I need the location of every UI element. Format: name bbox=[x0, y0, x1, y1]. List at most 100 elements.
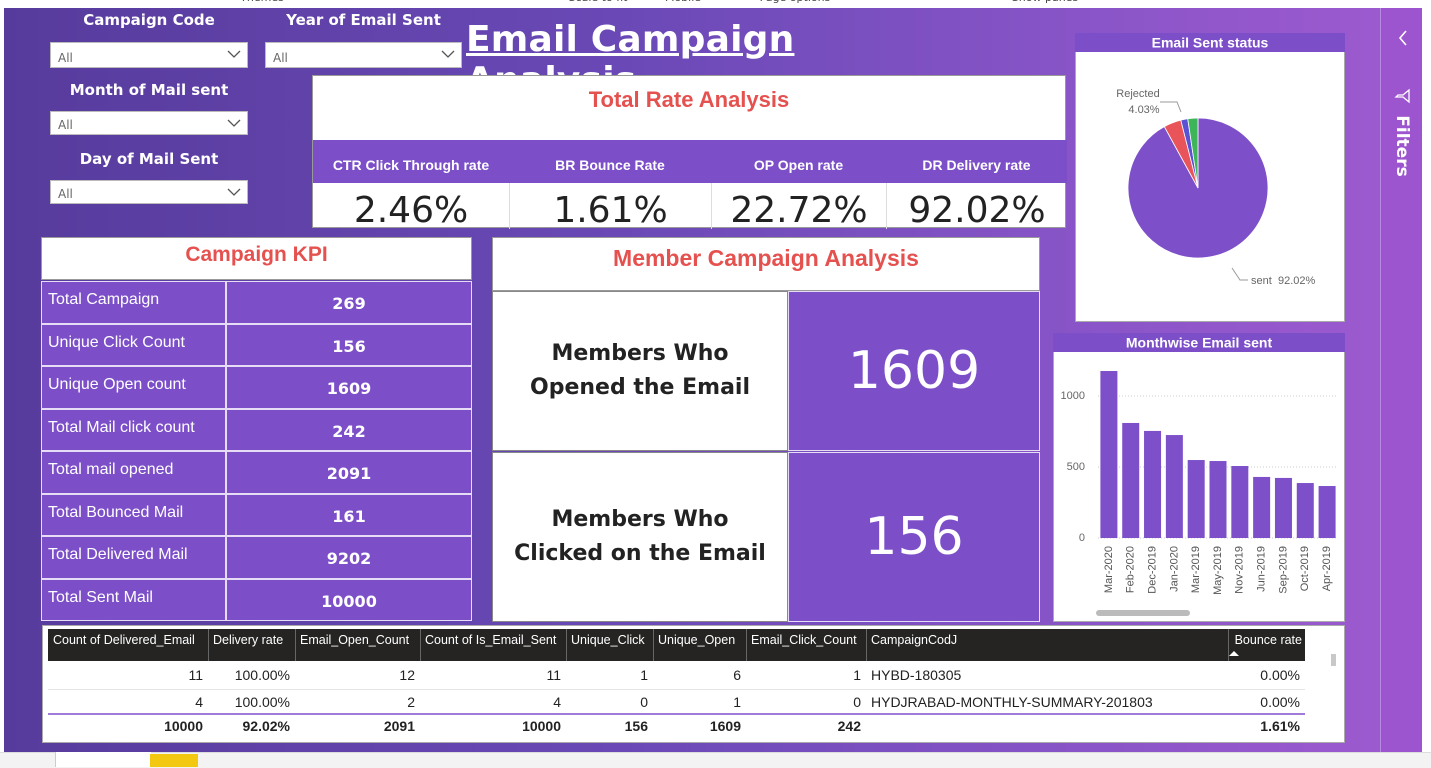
sidebar-icons bbox=[1394, 30, 1410, 104]
table-header[interactable]: Unique_Click bbox=[571, 633, 645, 647]
kpi-value: 10000 bbox=[226, 578, 472, 621]
kpi-value: 242 bbox=[226, 408, 472, 451]
table-total-cell: 2091 bbox=[383, 718, 415, 734]
kpi-label: Total Mail click count bbox=[41, 408, 226, 451]
kpi-label: Total Bounced Mail bbox=[41, 493, 226, 536]
kpi-value: 9202 bbox=[226, 536, 472, 579]
table-header-bg bbox=[48, 629, 1305, 661]
kpi-label: Total mail opened bbox=[41, 451, 226, 494]
kpi-value: 1609 bbox=[226, 366, 472, 409]
toolbar-item[interactable]: Scale to fit bbox=[558, 0, 638, 4]
filter-value[interactable]: All bbox=[58, 187, 73, 201]
rate-panel: Total Rate Analysis CTR Click Through rat… bbox=[312, 75, 1067, 231]
member-label: Members Who Clicked on the Email bbox=[492, 452, 788, 622]
filter-dropdown[interactable]: All bbox=[50, 180, 248, 204]
table-cell: 0.00% bbox=[1260, 694, 1300, 710]
member-value: 1609 bbox=[788, 291, 1040, 451]
table-cell: HYDJRABAD-MONTHLY-SUMMARY-201803 bbox=[871, 694, 1153, 710]
table-col-sep bbox=[420, 629, 421, 661]
table-col-sep bbox=[746, 629, 747, 661]
table-col-sep bbox=[295, 629, 296, 661]
rate-label: OP Open rate bbox=[711, 140, 886, 183]
total-sep bbox=[48, 713, 1305, 715]
rate-panel-title: Total Rate Analysis bbox=[588, 87, 790, 112]
kpi-label: Unique Click Count bbox=[41, 323, 226, 366]
table-total-cell: 10000 bbox=[522, 718, 561, 734]
filter-dropdown[interactable]: All bbox=[50, 111, 248, 135]
table-cell: 100.00% bbox=[234, 667, 290, 683]
member-label: Members Who Opened the Email bbox=[492, 291, 788, 451]
table-scrollbar[interactable] bbox=[1331, 654, 1336, 666]
member-label-text: Members Who Opened the Email bbox=[530, 341, 750, 400]
table-header[interactable]: CampaignCodJ bbox=[871, 633, 958, 647]
filters-label[interactable]: Filters bbox=[1392, 115, 1412, 177]
pie-panel bbox=[1075, 33, 1345, 322]
table-header[interactable]: Email_Click_Count bbox=[751, 633, 857, 647]
table-cell: 2 bbox=[407, 694, 415, 710]
table-header[interactable]: Bounce rate bbox=[1234, 633, 1302, 647]
table-col-sep bbox=[1228, 629, 1229, 661]
filter-value[interactable]: All bbox=[273, 51, 288, 65]
filter-dropdown[interactable]: All bbox=[50, 42, 248, 68]
sort-icon[interactable] bbox=[1228, 649, 1240, 657]
filter-dropdown[interactable]: All bbox=[265, 42, 462, 68]
kpi-value: 269 bbox=[226, 281, 472, 324]
dropdown-chevron[interactable] bbox=[441, 49, 455, 59]
toolbar-item[interactable]: Themes bbox=[222, 0, 302, 4]
table-cell: 0 bbox=[640, 694, 648, 710]
page-tab-active[interactable] bbox=[150, 754, 198, 767]
table-cell: 1 bbox=[733, 694, 741, 710]
toolbar-item[interactable]: Page options bbox=[755, 0, 835, 4]
page-tab[interactable] bbox=[55, 752, 151, 767]
filter-label: Campaign Code bbox=[83, 11, 215, 29]
filter-label: Month of Mail sent bbox=[69, 81, 229, 99]
rate-value: 1.61% bbox=[509, 183, 711, 231]
table-col-sep bbox=[866, 629, 867, 661]
member-label-text: Members Who Clicked on the Email bbox=[514, 507, 766, 566]
page-tabs-bar bbox=[0, 752, 1431, 768]
filter-value[interactable]: All bbox=[58, 118, 73, 132]
kpi-label: Total Sent Mail bbox=[41, 578, 226, 621]
table-header[interactable]: Delivery rate bbox=[213, 633, 284, 647]
bar-panel bbox=[1053, 333, 1345, 622]
kpi-title: Campaign KPI bbox=[41, 237, 472, 280]
table-total-cell: 92.02% bbox=[242, 718, 290, 734]
dropdown-chevron[interactable] bbox=[227, 187, 241, 197]
table-col-sep bbox=[208, 629, 209, 661]
kpi-label: Total Campaign bbox=[41, 281, 226, 324]
toolbar-item[interactable]: Show panes bbox=[1005, 0, 1085, 4]
table-header[interactable]: Count of Delivered_Email bbox=[53, 633, 195, 647]
dropdown-chevron[interactable] bbox=[227, 49, 241, 59]
table-cell: HYBD-180305 bbox=[871, 667, 962, 683]
dropdown-chevron[interactable] bbox=[227, 118, 241, 128]
kpi-value: 2091 bbox=[226, 451, 472, 494]
table-cell: 11 bbox=[188, 667, 203, 683]
table-cell: 100.00% bbox=[234, 694, 290, 710]
member-value-text: 1609 bbox=[847, 341, 981, 401]
table-total-cell: 242 bbox=[837, 718, 861, 734]
table-header[interactable]: Count of Is_Email_Sent bbox=[425, 633, 557, 647]
table-total-cell: 1.61% bbox=[1260, 718, 1300, 734]
table-cell: 0 bbox=[853, 694, 861, 710]
table-cell: 1 bbox=[853, 667, 861, 683]
rate-value: 22.72% bbox=[711, 183, 886, 231]
rate-label: CTR Click Through rate bbox=[313, 140, 509, 183]
kpi-value: 156 bbox=[226, 323, 472, 366]
member-value: 156 bbox=[788, 452, 1040, 622]
toolbar-item[interactable]: Mobile bbox=[643, 0, 723, 4]
collapse-arrow[interactable] bbox=[1398, 30, 1407, 46]
table-total-cell: 10000 bbox=[164, 718, 203, 734]
table-header[interactable]: Email_Open_Count bbox=[300, 633, 410, 647]
member-title: Member Campaign Analysis bbox=[492, 237, 1040, 291]
table-header[interactable]: Unique_Open bbox=[658, 633, 736, 647]
rate-value: 2.46% bbox=[353, 190, 469, 231]
table-total-cell: 156 bbox=[624, 718, 648, 734]
filters-pane[interactable]: Filters bbox=[1380, 8, 1423, 752]
table-cell: 12 bbox=[399, 667, 415, 683]
table-cell: 1 bbox=[640, 667, 648, 683]
filter-value[interactable]: All bbox=[58, 51, 73, 65]
table-cell: 6 bbox=[733, 667, 741, 683]
rate-label: BR Bounce Rate bbox=[509, 140, 711, 183]
